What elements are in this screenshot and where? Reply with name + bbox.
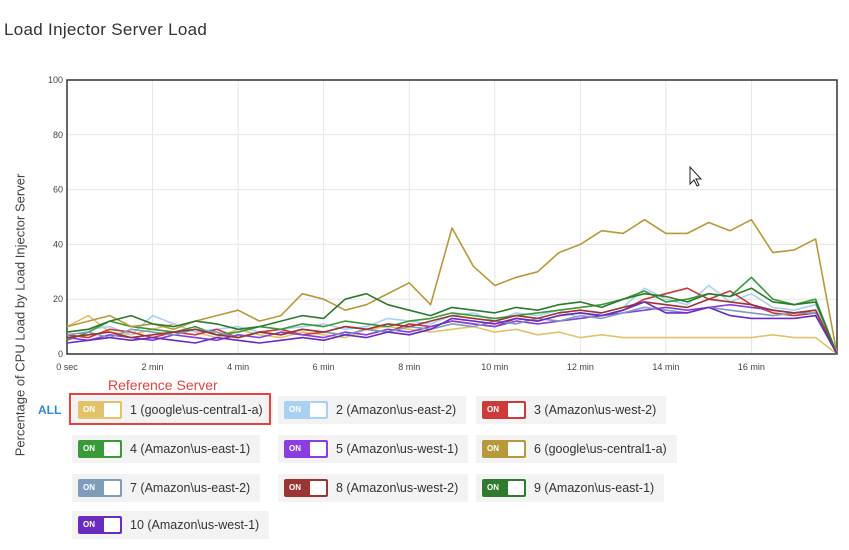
legend-item-3[interactable]: ON 3 (Amazon\us-west-2) [476, 396, 667, 424]
toggle-state-label: ON [83, 483, 95, 492]
legend-item-1[interactable]: ON 1 (google\us-central1-a) [72, 396, 273, 424]
toggle-state-label: ON [83, 405, 95, 414]
legend-label: 1 (google\us-central1-a) [130, 403, 263, 417]
series-toggle[interactable]: ON [482, 479, 526, 497]
toggle-knob [310, 481, 326, 495]
x-tick-label: 16 min [738, 362, 765, 372]
legend-item-4[interactable]: ON 4 (Amazon\us-east-1) [72, 435, 261, 463]
toggle-state-label: ON [289, 483, 301, 492]
toggle-knob [508, 403, 524, 417]
y-tick-label: 40 [53, 239, 63, 249]
x-tick-label: 6 min [313, 362, 335, 372]
series-toggle[interactable]: ON [78, 479, 122, 497]
x-tick-label: 4 min [227, 362, 249, 372]
series-toggle[interactable]: ON [78, 401, 122, 419]
toggle-state-label: ON [487, 405, 499, 414]
legend-item-6[interactable]: ON 6 (google\us-central1-a) [476, 435, 677, 463]
toggle-state-label: ON [487, 444, 499, 453]
toggle-knob [508, 442, 524, 456]
legend-label: 10 (Amazon\us-west-1) [130, 518, 260, 532]
cpu-load-chart: 0 20 40 60 80 100 0 sec 2 min 4 min 6 min 8 min 10 … [48, 75, 838, 372]
y-tick-label: 0 [58, 349, 63, 359]
x-tick-label: 8 min [398, 362, 420, 372]
toggle-state-label: ON [83, 444, 95, 453]
y-tick-label: 80 [53, 130, 63, 140]
series-toggle[interactable]: ON [284, 479, 328, 497]
toggle-knob [104, 518, 120, 532]
reference-server-label: Reference Server [108, 377, 218, 393]
y-axis-label: Percentage of CPU Load by Load Injector … [12, 173, 28, 457]
plot-frame [66, 79, 838, 355]
toggle-state-label: ON [487, 483, 499, 492]
series-toggle[interactable]: ON [482, 401, 526, 419]
toggle-knob [310, 442, 326, 456]
legend-item-8[interactable]: ON 8 (Amazon\us-west-2) [278, 474, 469, 502]
series-toggle[interactable]: ON [284, 440, 328, 458]
x-tick-label: 10 min [481, 362, 508, 372]
series-toggle[interactable]: ON [78, 440, 122, 458]
toggle-knob [104, 442, 120, 456]
x-tick-label: 14 min [652, 362, 679, 372]
x-tick-label: 12 min [567, 362, 594, 372]
y-tick-label: 20 [53, 294, 63, 304]
toggle-knob [104, 403, 120, 417]
page-title: Load Injector Server Load [4, 20, 208, 39]
all-toggle-button[interactable]: ALL [38, 403, 62, 417]
x-tick-label: 2 min [142, 362, 164, 372]
series-line-9 [66, 287, 838, 355]
toggle-state-label: ON [289, 444, 301, 453]
legend-item-10[interactable]: ON 10 (Amazon\us-west-1) [72, 511, 270, 539]
series-toggle[interactable]: ON [78, 516, 122, 534]
series-line-8 [66, 298, 838, 355]
legend-item-2[interactable]: ON 2 (Amazon\us-east-2) [278, 396, 467, 424]
legend-item-5[interactable]: ON 5 (Amazon\us-west-1) [278, 435, 469, 463]
legend-label: 5 (Amazon\us-west-1) [336, 442, 459, 456]
legend-label: 8 (Amazon\us-west-2) [336, 481, 459, 495]
legend-label: 2 (Amazon\us-east-2) [336, 403, 457, 417]
toggle-state-label: ON [83, 520, 95, 529]
y-tick-label: 60 [53, 185, 63, 195]
legend-label: 3 (Amazon\us-west-2) [534, 403, 657, 417]
legend-item-7[interactable]: ON 7 (Amazon\us-east-2) [72, 474, 261, 502]
toggle-state-label: ON [289, 405, 301, 414]
series-line-10 [66, 301, 838, 355]
y-tick-label: 100 [48, 75, 63, 85]
series-toggle[interactable]: ON [482, 440, 526, 458]
legend-label: 7 (Amazon\us-east-2) [130, 481, 251, 495]
toggle-knob [508, 481, 524, 495]
legend-label: 4 (Amazon\us-east-1) [130, 442, 251, 456]
legend-label: 6 (google\us-central1-a) [534, 442, 667, 456]
toggle-knob [310, 403, 326, 417]
x-tick-label: 0 sec [56, 362, 78, 372]
toggle-knob [104, 481, 120, 495]
legend-item-9[interactable]: ON 9 (Amazon\us-east-1) [476, 474, 665, 502]
mouse-cursor-icon [689, 165, 703, 187]
legend-label: 9 (Amazon\us-east-1) [534, 481, 655, 495]
series-toggle[interactable]: ON [284, 401, 328, 419]
